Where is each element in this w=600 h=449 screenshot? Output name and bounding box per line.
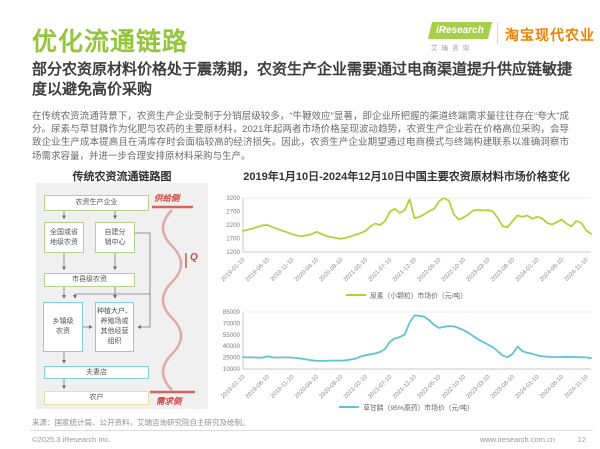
- body-paragraph: 在传统农资流通背景下，农资生产企业受制于分销层级较多，“牛鞭效应”显著，即企业所…: [32, 111, 569, 162]
- svg-text:1700: 1700: [226, 236, 240, 243]
- glyphosate-legend-swatch: [339, 406, 360, 408]
- svg-text:70000: 70000: [223, 320, 241, 327]
- charts-title: 2019年1月10日-2024年12月10日中国主要农资原材料市场价格变化: [243, 171, 570, 183]
- urea-legend-swatch: [345, 294, 366, 296]
- svg-text:2020-09-10: 2020-09-10: [318, 257, 344, 283]
- demand-side-label: 需求侧: [156, 396, 182, 406]
- svg-text:2023-03-10: 2023-03-10: [466, 257, 492, 283]
- svg-text:2021-12-10: 2021-12-10: [392, 374, 418, 400]
- svg-text:2020-09-10: 2020-09-10: [318, 374, 344, 400]
- svg-text:2019-01-10: 2019-01-10: [220, 374, 246, 400]
- page-subtitle: 部分农资原材料价格处于震荡期，农资生产企业需要通过电商渠道提升供应链敏捷度以避免…: [32, 61, 573, 98]
- page-title: 优化流通链路: [32, 28, 189, 56]
- flow-box-city: 市县级农资: [44, 273, 135, 287]
- page-number: 12: [577, 435, 586, 444]
- svg-text:10000: 10000: [223, 366, 241, 373]
- svg-text:1200: 1200: [226, 249, 240, 256]
- flow-box-couple: 夫妻店: [44, 366, 149, 379]
- glyphosate-legend: 草甘膦（95%原药）市场价（元/吨）: [215, 402, 598, 412]
- urea-price-chart: 1200 1700 2200 2700 3200 2019-01-102019-06-10…: [220, 195, 592, 283]
- svg-text:2022-10-10: 2022-10-10: [441, 374, 467, 400]
- svg-text:2021-02-10: 2021-02-10: [343, 257, 369, 283]
- svg-text:2021-12-10: 2021-12-10: [392, 257, 418, 283]
- urea-legend: 尿素（小颗粒）市场价（元/吨）: [215, 290, 598, 300]
- logo-divider: [497, 22, 498, 44]
- partner-logo: 淘宝现代农业: [505, 27, 595, 43]
- svg-text:2023-08-10: 2023-08-10: [490, 257, 516, 283]
- svg-text:2024-06-10: 2024-06-10: [539, 374, 565, 400]
- svg-text:2023-03-10: 2023-03-10: [466, 374, 492, 400]
- flow-box-bigfarm: 种植大户、 养殖场或 其他经营 组织: [95, 302, 134, 352]
- svg-text:3200: 3200: [226, 195, 240, 202]
- quantity-label: Q: [190, 252, 198, 263]
- svg-text:2022-05-10: 2022-05-10: [417, 374, 443, 400]
- flow-box-farmer: 农户: [44, 391, 149, 405]
- svg-text:2019-06-10: 2019-06-10: [245, 374, 271, 400]
- svg-text:2021-07-10: 2021-07-10: [368, 257, 394, 283]
- footer-divider: [30, 430, 593, 431]
- iresearch-logo: iResearch: [427, 22, 493, 39]
- svg-text:2019-06-10: 2019-06-10: [245, 257, 271, 283]
- footer-website: www.iresearch.com.cn: [479, 435, 555, 444]
- flow-box-selfdist: 自建分 销中心: [95, 222, 135, 253]
- urea-legend-label: 尿素（小颗粒）市场价（元/吨）: [369, 293, 468, 300]
- footer-copyright: ©2025.3 iResearch Inc.: [32, 435, 111, 444]
- svg-text:2022-05-10: 2022-05-10: [417, 257, 443, 283]
- svg-text:2021-07-10: 2021-07-10: [368, 374, 394, 400]
- svg-text:2019-11-10: 2019-11-10: [270, 257, 296, 283]
- svg-text:2700: 2700: [226, 209, 240, 216]
- svg-text:2021-02-10: 2021-02-10: [343, 374, 369, 400]
- svg-text:2020-04-10: 2020-04-10: [294, 257, 320, 283]
- flow-box-national: 全国或省 地级农资: [44, 222, 84, 253]
- svg-text:40000: 40000: [223, 343, 241, 350]
- flowchart-panel: 农资生产企业 全国或省 地级农资 自建分 销中心 市县级农资 乡镇级 农资 种植…: [36, 183, 208, 409]
- glyphosate-price-chart: 10000 25000 40000 55000 70000 85000 2019-01-10…: [220, 309, 592, 400]
- svg-text:2024-01-10: 2024-01-10: [515, 257, 541, 283]
- supply-side-label: 供给侧: [154, 193, 180, 203]
- svg-text:2024-01-10: 2024-01-10: [515, 374, 541, 400]
- flow-box-producer: 农资生产企业: [44, 195, 149, 211]
- source-note: 来源：国家统计局、公开资料，艾瑞咨询研究院自主研究及绘制。: [32, 418, 250, 427]
- svg-text:2020-04-10: 2020-04-10: [294, 374, 320, 400]
- iresearch-logo-subtext: 艾瑞咨询: [431, 45, 473, 52]
- bullwhip-wave: [150, 205, 195, 394]
- svg-text:2023-08-10: 2023-08-10: [490, 374, 516, 400]
- iresearch-logo-text: iResearch: [436, 25, 484, 36]
- svg-text:2024-06-10: 2024-06-10: [539, 257, 565, 283]
- svg-text:2019-11-10: 2019-11-10: [270, 374, 296, 400]
- svg-text:2024-11-10: 2024-11-10: [564, 257, 590, 283]
- svg-text:2200: 2200: [226, 222, 240, 229]
- svg-text:2024-11-10: 2024-11-10: [564, 374, 590, 400]
- flowchart-title: 传统农资流通链路图: [72, 171, 172, 183]
- svg-text:2019-01-10: 2019-01-10: [220, 257, 246, 283]
- glyphosate-legend-label: 草甘膦（95%原药）市场价（元/吨）: [363, 405, 474, 412]
- svg-text:2022-10-10: 2022-10-10: [441, 257, 467, 283]
- svg-text:85000: 85000: [223, 309, 241, 316]
- svg-text:55000: 55000: [223, 332, 241, 339]
- svg-text:25000: 25000: [223, 355, 241, 362]
- flow-box-town: 乡镇级 农资: [43, 302, 83, 352]
